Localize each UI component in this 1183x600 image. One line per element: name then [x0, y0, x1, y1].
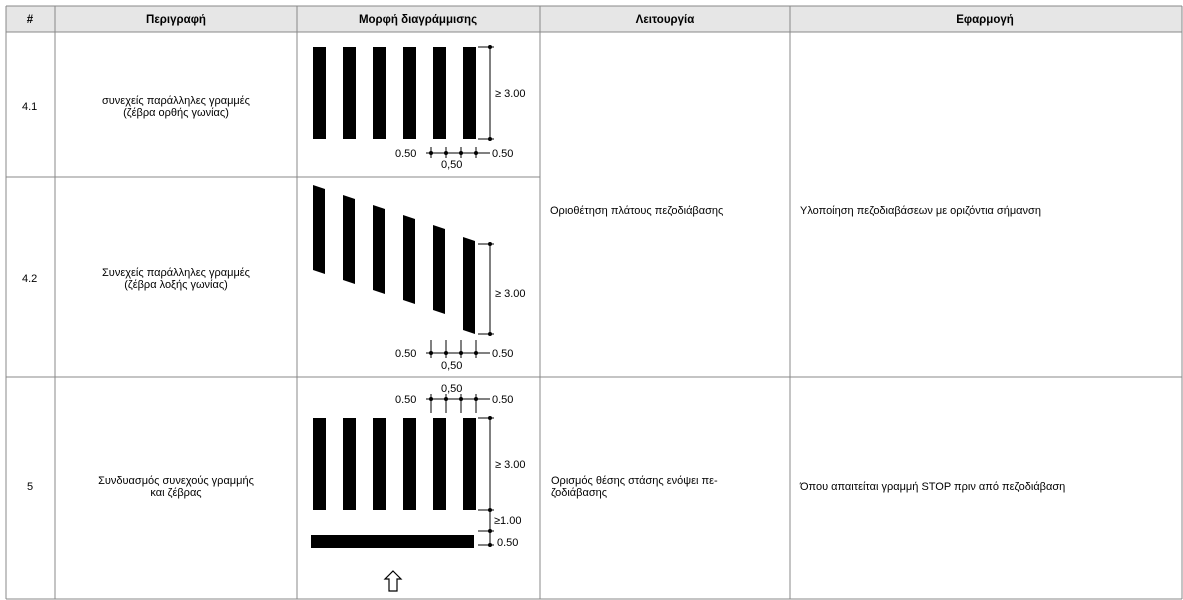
stop-line	[311, 535, 474, 548]
zebra-stripe	[403, 215, 415, 304]
dim-mid-label: 0,50	[441, 159, 462, 171]
dim-mid-label: 0,50	[441, 360, 462, 372]
dim-mid-label: 0,50	[441, 383, 462, 395]
row-number: 4.1	[22, 101, 37, 113]
header-description: Περιγραφή	[146, 14, 206, 26]
zebra-stop-line-diagram: 0.50 0,50 0.50 ≥ 3.00 ≥1.00 0.50	[311, 383, 526, 592]
zebra-stripe	[343, 195, 355, 284]
dim-right-label: 0.50	[492, 394, 513, 406]
header-background	[6, 6, 1182, 32]
dim-left-label: 0.50	[395, 348, 416, 360]
dim-left-label: 0.50	[395, 148, 416, 160]
row-description-line2: και ζέβρας	[150, 487, 201, 499]
row-description-line2: (ζέβρα ορθής γωνίας)	[123, 107, 229, 119]
zebra-stripe	[373, 418, 386, 510]
table-grid	[5, 5, 1183, 600]
row-description-line2: (ζέβρα λοξής γωνίας)	[124, 279, 228, 291]
zebra-stripe	[343, 47, 356, 139]
row-number: 4.2	[22, 273, 37, 285]
zebra-stripe	[463, 237, 475, 334]
row-description-line1: Συνδυασμός συνεχούς γραμμής	[98, 475, 254, 487]
zebra-stripe	[343, 418, 356, 510]
dim-stop-label: 0.50	[497, 537, 518, 549]
zebra-skewed-diagram: ≥ 3.00 0.50 0,50 0.50	[313, 185, 526, 372]
header-function: Λειτουργία	[636, 14, 695, 26]
up-arrow-icon	[383, 570, 403, 592]
zebra-stripe	[433, 418, 446, 510]
zebra-stripe	[463, 418, 476, 510]
function-text: Οριοθέτηση πλάτους πεζοδιάβασης	[550, 205, 723, 217]
header-number: #	[27, 14, 34, 26]
dim-right-label: 0.50	[492, 348, 513, 360]
header-marking-shape: Μορφή διαγράμμισης	[359, 14, 477, 26]
zebra-stripe	[433, 47, 446, 139]
zebra-stripe	[373, 47, 386, 139]
function-text-line1: Ορισμός θέσης στάσης ενόψει πε-	[551, 475, 718, 487]
zebra-stripe	[433, 225, 445, 314]
function-text-line2: ζοδιάβασης	[551, 487, 607, 499]
zebra-stripe	[373, 205, 385, 294]
zebra-stripe	[403, 418, 416, 510]
dim-height-label: ≥ 3.00	[495, 88, 526, 100]
dim-left-label: 0.50	[395, 394, 416, 406]
zebra-straight-diagram: ≥ 3.00 0.50 0,50 0.50	[313, 45, 526, 171]
zebra-stripe	[313, 47, 326, 139]
dim-height-label: ≥ 3.00	[495, 288, 526, 300]
dim-height-label: ≥ 3.00	[495, 459, 526, 471]
zebra-stripe	[463, 47, 476, 139]
application-text: Όπου απαιτείται γραμμή STOP πριν από πεζ…	[799, 481, 1065, 493]
row-number: 5	[27, 481, 33, 493]
zebra-stripe	[403, 47, 416, 139]
dim-right-label: 0.50	[492, 148, 513, 160]
application-text: Υλοποίηση πεζοδιαβάσεων με οριζόντια σήμ…	[800, 205, 1041, 217]
row-description-line1: συνεχείς παράλληλες γραμμές	[102, 95, 250, 107]
dim-gap-label: ≥1.00	[494, 515, 521, 527]
zebra-stripe	[313, 418, 326, 510]
header-application: Εφαρμογή	[956, 14, 1014, 26]
zebra-stripe	[313, 185, 325, 274]
row-description-line1: Συνεχείς παράλληλες γραμμές	[102, 267, 250, 279]
